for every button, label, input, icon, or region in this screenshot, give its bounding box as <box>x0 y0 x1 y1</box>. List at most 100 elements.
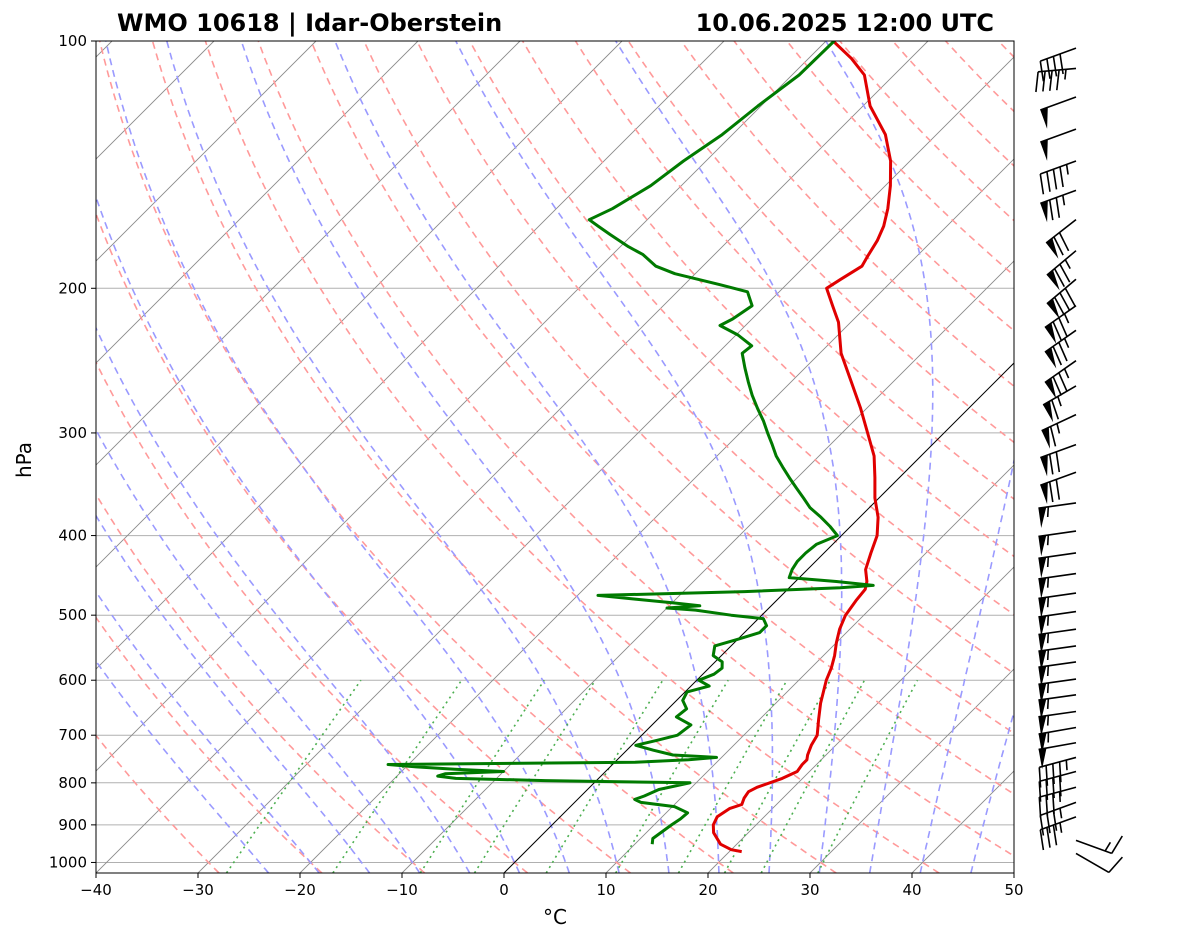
wind-barb <box>1038 726 1077 754</box>
dry-adiabat-line <box>151 41 837 873</box>
barb-full <box>1051 399 1060 420</box>
wind-barb <box>1038 572 1077 599</box>
wind-barb <box>1038 693 1077 720</box>
isotherm-line <box>96 41 521 466</box>
dry-adiabat-line <box>1157 41 1181 873</box>
barb-half <box>1046 506 1050 518</box>
wind-barb <box>1038 770 1077 802</box>
dry-adiabat-line <box>997 41 1014 59</box>
x-tick-label: −10 <box>386 881 418 899</box>
barb-full <box>1052 810 1058 831</box>
barb-shaft <box>1040 443 1077 459</box>
barb-full <box>1055 451 1061 473</box>
barb-full <box>1058 775 1062 797</box>
wind-barb <box>1038 530 1077 557</box>
barb-half <box>1046 665 1050 677</box>
barb-flag <box>1046 298 1060 319</box>
y-tick-label: 100 <box>58 32 87 50</box>
isotherm-line <box>96 41 623 568</box>
isotherm-line <box>707 566 1014 873</box>
isotherm-line <box>1116 41 1181 873</box>
dry-adiabat-line <box>892 41 1014 167</box>
barb-full <box>1058 341 1068 362</box>
barb-flag <box>1038 535 1047 557</box>
barb-shaft <box>1038 610 1077 618</box>
barb-full <box>1058 232 1070 252</box>
dry-adiabat-line <box>96 360 529 873</box>
x-tick-label: 40 <box>902 881 921 899</box>
dry-adiabat-line <box>574 41 1014 501</box>
isotherm-line <box>96 41 317 262</box>
barb-full <box>1052 169 1058 190</box>
barb-full <box>1046 58 1051 79</box>
x-tick-label: 30 <box>800 881 819 899</box>
isotherm-line <box>1013 872 1014 873</box>
barb-full <box>1048 199 1054 221</box>
barb-shaft <box>1038 67 1077 73</box>
barb-half <box>1104 841 1112 852</box>
isotherm-line <box>96 41 725 670</box>
barb-shaft <box>1038 502 1077 509</box>
isotherm-line <box>809 668 1014 873</box>
barb-flag <box>1040 200 1048 223</box>
barb-full <box>1053 268 1066 287</box>
barb-shaft <box>1038 710 1077 718</box>
barb-full <box>1052 763 1055 785</box>
barb-flag <box>1040 139 1048 161</box>
background-lines <box>96 41 1181 873</box>
moist-adiabat-line <box>166 41 620 873</box>
barb-shaft <box>1046 250 1077 276</box>
wind-barb <box>1038 710 1077 737</box>
wind-barb <box>1039 47 1077 82</box>
barb-full <box>1042 71 1046 92</box>
y-tick-label: 500 <box>58 606 87 624</box>
barb-full <box>1039 60 1045 82</box>
barb-half <box>1059 808 1063 819</box>
barb-flag <box>1040 107 1048 129</box>
moist-adiabat-line <box>455 41 774 873</box>
barb-shaft <box>1040 47 1077 62</box>
moist-adiabat-line <box>96 590 320 873</box>
barb-full <box>1045 795 1049 816</box>
mixing-ratio-line <box>677 679 788 873</box>
dry-adiabat-line <box>627 41 1014 444</box>
mixing-ratio-line <box>473 679 596 873</box>
barb-full <box>1038 781 1042 802</box>
barb-full <box>1049 70 1053 91</box>
plot-frame <box>95 40 1015 874</box>
wind-barb <box>1038 756 1077 788</box>
barb-full <box>1108 856 1123 873</box>
barb-shaft <box>1038 592 1077 600</box>
barb-full <box>1064 287 1076 307</box>
barb-full <box>1045 765 1049 786</box>
barb-full <box>1052 376 1063 396</box>
zero-isotherm-line <box>503 362 1014 873</box>
barb-flag <box>1041 427 1050 449</box>
wind-barb <box>1039 801 1077 836</box>
y-tick-label: 800 <box>58 774 87 792</box>
isotherm-line <box>96 41 827 772</box>
barb-flag <box>1046 270 1060 291</box>
barb-flag <box>1038 732 1047 754</box>
isotherm-line <box>197 56 1014 873</box>
dry-adiabat-line <box>363 41 1014 735</box>
barb-full <box>1053 236 1064 256</box>
wind-barb <box>1039 816 1077 851</box>
barb-full <box>1055 197 1061 218</box>
y-axis-label: hPa <box>12 442 36 478</box>
barb-half <box>1064 69 1067 80</box>
dry-adiabat-line <box>733 41 1014 332</box>
axes: −40 −30 −20 −10 0 10 20 30 40 50 100 200 300 400 500 60… <box>49 32 1024 899</box>
barb-full <box>1058 372 1068 392</box>
wind-barb <box>1040 443 1077 477</box>
barb-shaft <box>1040 816 1077 831</box>
wind-barb <box>1040 471 1077 505</box>
wind-barb <box>1044 329 1077 369</box>
barb-full <box>1039 815 1045 836</box>
moist-adiabat-line <box>96 194 521 873</box>
barb-full <box>1052 793 1055 814</box>
dry-adiabat-line <box>310 41 1014 796</box>
barb-flag <box>1046 238 1059 259</box>
chart-title-datetime: 10.06.2025 12:00 UTC <box>696 9 994 37</box>
